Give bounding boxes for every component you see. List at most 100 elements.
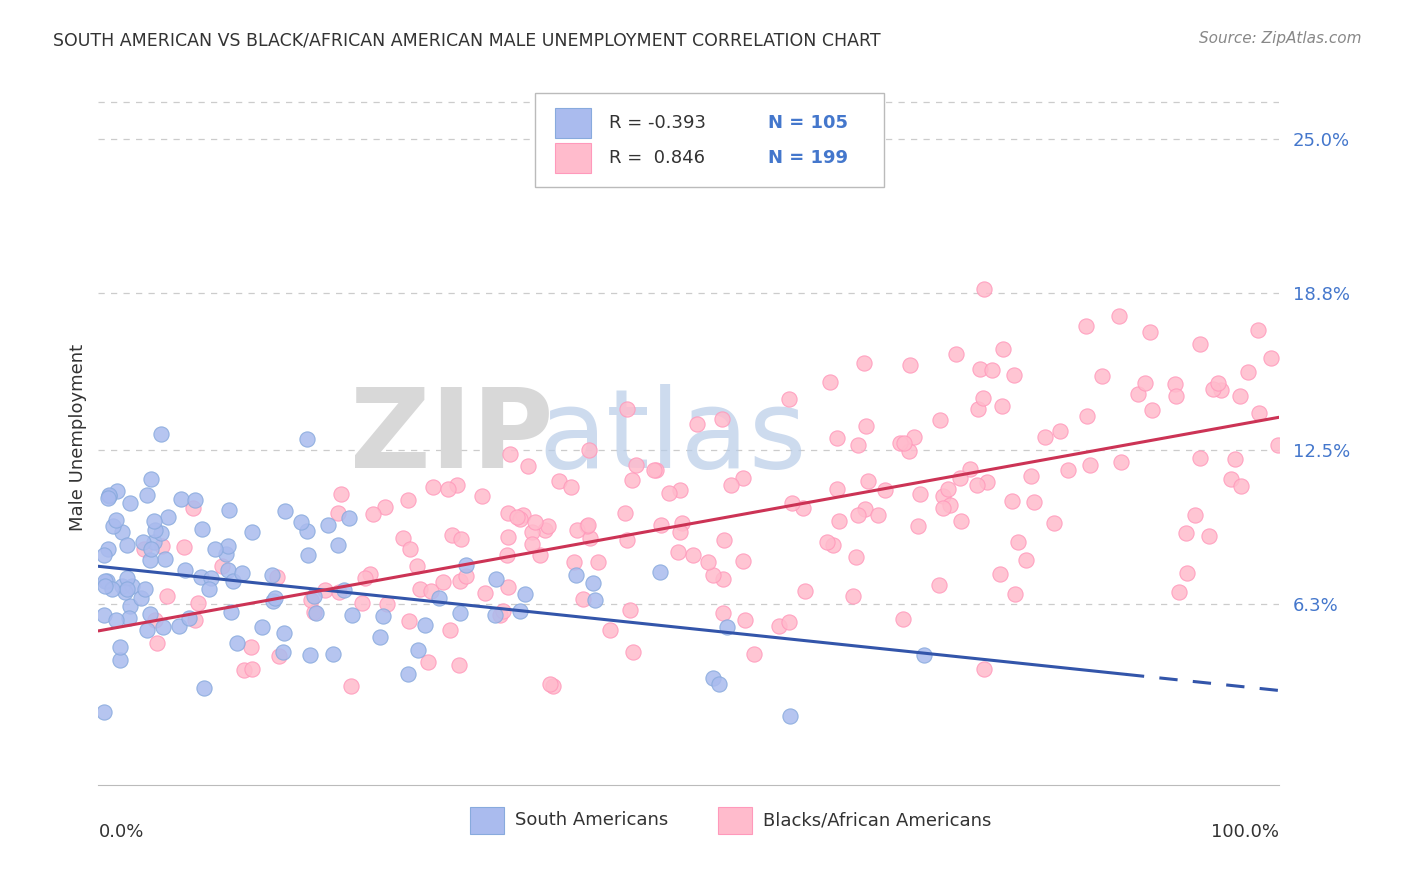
- Point: [173, 563, 195, 577]
- Point: [619, 602, 641, 616]
- Point: [973, 283, 995, 297]
- Point: [432, 574, 454, 589]
- Point: [446, 478, 468, 492]
- Point: [221, 574, 243, 589]
- Point: [190, 570, 212, 584]
- Point: [302, 605, 325, 619]
- Point: [565, 523, 588, 537]
- Point: [1225, 452, 1247, 467]
- Point: [139, 553, 162, 567]
- Point: [780, 496, 803, 510]
- Y-axis label: Male Unemployment: Male Unemployment: [69, 343, 87, 531]
- Point: [621, 473, 644, 487]
- Point: [686, 417, 709, 431]
- Point: [146, 636, 169, 650]
- Point: [509, 604, 531, 618]
- Point: [496, 507, 519, 521]
- Text: SOUTH AMERICAN VS BLACK/AFRICAN AMERICAN MALE UNEMPLOYMENT CORRELATION CHART: SOUTH AMERICAN VS BLACK/AFRICAN AMERICAN…: [53, 31, 882, 49]
- Point: [682, 549, 704, 563]
- Point: [671, 516, 693, 530]
- Point: [1049, 424, 1071, 438]
- Point: [328, 506, 350, 520]
- Point: [931, 501, 953, 516]
- Point: [108, 653, 131, 667]
- Point: [505, 510, 527, 524]
- Point: [240, 524, 263, 539]
- Point: [153, 552, 176, 566]
- Point: [214, 547, 236, 561]
- Point: [93, 705, 115, 719]
- Point: [586, 555, 609, 569]
- Point: [1202, 382, 1225, 396]
- Point: [1229, 389, 1251, 403]
- Point: [711, 411, 734, 425]
- Point: [1174, 525, 1197, 540]
- Point: [599, 623, 621, 637]
- Point: [340, 607, 363, 622]
- Point: [340, 679, 363, 693]
- Point: [328, 584, 350, 599]
- Point: [93, 548, 115, 562]
- Point: [1175, 566, 1198, 580]
- Point: [908, 487, 931, 501]
- Point: [149, 427, 172, 442]
- Point: [1189, 337, 1212, 351]
- Point: [454, 569, 477, 583]
- Point: [945, 346, 967, 360]
- Point: [115, 537, 138, 551]
- Point: [853, 356, 876, 370]
- Point: [976, 475, 998, 489]
- Point: [94, 579, 117, 593]
- Point: [1206, 376, 1229, 391]
- Point: [1260, 351, 1282, 365]
- Point: [266, 570, 288, 584]
- Point: [181, 500, 204, 515]
- Point: [853, 501, 876, 516]
- Point: [290, 515, 312, 529]
- Point: [648, 565, 671, 579]
- Point: [406, 643, 429, 657]
- Point: [711, 606, 734, 620]
- Point: [484, 607, 506, 622]
- Point: [823, 538, 845, 552]
- Point: [316, 518, 339, 533]
- Point: [150, 525, 173, 540]
- Point: [616, 401, 638, 416]
- Point: [105, 513, 128, 527]
- Point: [413, 618, 436, 632]
- Point: [928, 577, 950, 591]
- Point: [204, 542, 226, 557]
- Point: [616, 533, 638, 548]
- Point: [239, 640, 262, 654]
- Point: [264, 591, 287, 605]
- Point: [1139, 325, 1161, 339]
- Point: [707, 677, 730, 691]
- Point: [520, 537, 543, 551]
- Point: [375, 597, 398, 611]
- Point: [969, 362, 991, 376]
- Point: [141, 472, 163, 486]
- Point: [548, 474, 571, 488]
- Point: [939, 498, 962, 512]
- Point: [104, 613, 127, 627]
- Point: [1128, 386, 1150, 401]
- Point: [129, 591, 152, 605]
- Point: [250, 620, 273, 634]
- Point: [621, 645, 644, 659]
- Point: [1019, 469, 1042, 483]
- Point: [645, 463, 668, 477]
- Point: [200, 571, 222, 585]
- Point: [326, 538, 349, 552]
- Point: [118, 599, 141, 613]
- Point: [398, 541, 420, 556]
- Point: [456, 558, 478, 572]
- Point: [191, 523, 214, 537]
- Point: [512, 508, 534, 522]
- Point: [1007, 535, 1029, 549]
- Point: [143, 614, 166, 628]
- Point: [533, 523, 555, 537]
- Point: [893, 436, 915, 450]
- Point: [492, 604, 515, 618]
- Point: [354, 571, 377, 585]
- Text: Source: ZipAtlas.com: Source: ZipAtlas.com: [1198, 31, 1361, 46]
